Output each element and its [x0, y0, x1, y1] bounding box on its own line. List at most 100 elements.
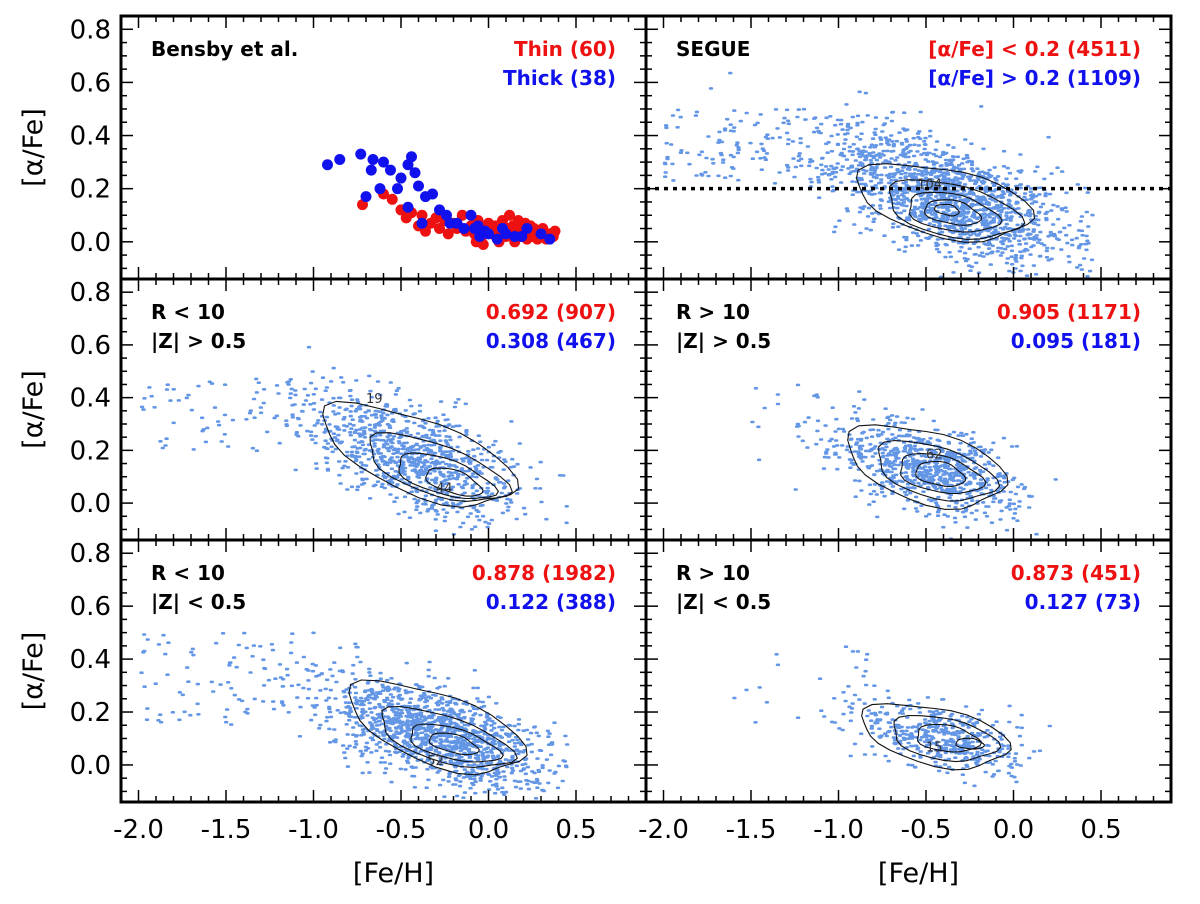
data-point: [402, 201, 414, 213]
contour-line: [428, 732, 480, 756]
y-tick-label: 0.8: [70, 539, 111, 569]
x-tick-label: 0.5: [555, 815, 596, 845]
data-point: [491, 233, 503, 245]
contour-label: 104: [917, 178, 942, 193]
y-tick-label: 0.0: [70, 489, 111, 519]
data-point: [355, 148, 367, 160]
panel-annotation: Bensby et al.: [151, 37, 298, 61]
contour-line: [955, 737, 985, 750]
panel-p1-data: [322, 148, 561, 250]
panel-p2-data: 104: [662, 71, 1095, 279]
data-point: [521, 223, 533, 235]
contour-line: [917, 723, 983, 753]
data-point: [500, 228, 512, 240]
data-point: [322, 159, 333, 171]
x-tick-label: -2.0: [113, 815, 164, 845]
y-tick-label: 0.8: [70, 278, 111, 308]
contour-label: 15: [926, 741, 943, 756]
contour-line: [889, 179, 1026, 240]
data-point: [434, 223, 445, 235]
data-point: [409, 167, 421, 179]
contour-line: [847, 424, 1009, 510]
data-point: [535, 228, 547, 240]
data-point: [416, 209, 428, 221]
contour-line: [369, 432, 513, 502]
x-tick-label: -1.5: [201, 815, 252, 845]
x-tick-label: -1.5: [726, 815, 777, 845]
y-tick-label: 0.4: [70, 122, 111, 152]
data-point: [416, 217, 428, 229]
y-tick-label: 0.8: [70, 15, 111, 45]
x-tick-label: -1.0: [288, 815, 339, 845]
contour-label: 62: [926, 447, 943, 462]
contour-line: [425, 467, 484, 497]
scatter-cloud: [139, 345, 569, 540]
panel-annotation: 0.905 (1171): [997, 300, 1141, 324]
y-tick-label: 0.2: [70, 698, 111, 728]
contour-line: [322, 400, 520, 508]
data-point: [413, 180, 424, 192]
data-point: [406, 151, 417, 163]
contour-label: 19: [366, 392, 383, 407]
panel-annotation: 0.127 (73): [1025, 590, 1141, 614]
panel-annotation: R < 10: [151, 561, 225, 585]
panel-annotation: 0.308 (467): [486, 329, 616, 353]
x-tick-label: 0.0: [993, 815, 1034, 845]
y-tick-label: 0.4: [70, 384, 111, 414]
y-tick-label: 0.0: [70, 228, 111, 258]
panel-annotation: 0.873 (451): [1011, 561, 1141, 585]
panel-p5-data: 52: [139, 631, 570, 800]
data-point: [365, 164, 377, 176]
contour-line: [861, 703, 1012, 771]
panel-p4-data: 62: [750, 383, 1058, 540]
panel-annotation: 0.878 (1982): [472, 561, 616, 585]
data-point: [360, 191, 372, 203]
x-tick-label: -2.0: [638, 815, 689, 845]
contour-line: [924, 199, 983, 226]
panel-annotation: 0.692 (907): [486, 300, 616, 324]
y-axis-title: [α/Fe]: [18, 370, 49, 449]
plot-frames-and-labels: 0.0 0.2 0.4 0.6 0.8 [α/Fe] Bensby et al. Thin (…: [18, 14, 1173, 889]
contour-line: [381, 705, 518, 769]
data-point: [483, 228, 494, 240]
x-tick-label: -0.5: [901, 815, 952, 845]
contour-label: 44: [436, 482, 453, 497]
panel-annotation: [α/Fe] < 0.2 (4511): [928, 37, 1141, 61]
data-point: [465, 209, 477, 221]
y-tick-label: 0.4: [70, 645, 111, 675]
y-tick-label: 0.6: [70, 592, 111, 622]
panel-frame: [644, 538, 1173, 804]
data-point: [392, 183, 403, 195]
y-axis-title: [α/Fe]: [18, 108, 49, 187]
contour-line: [900, 453, 987, 495]
data-point: [516, 230, 528, 242]
contour-line: [893, 714, 1002, 763]
panel-annotation: 0.095 (181): [1011, 329, 1141, 353]
data-point: [385, 164, 396, 176]
panel-annotation: Thick (38): [503, 66, 616, 90]
data-point: [334, 153, 346, 165]
data-point: [458, 223, 470, 235]
contour-line: [855, 163, 1036, 243]
panel-annotation: R < 10: [151, 300, 225, 324]
contour-line: [348, 679, 528, 776]
panel-annotation: Thin (60): [514, 37, 616, 61]
contour-label: 52: [427, 754, 444, 769]
panel-annotation: SEGUE: [676, 37, 750, 61]
data-point: [367, 153, 379, 165]
data-point: [549, 225, 561, 237]
y-tick-label: 0.2: [70, 175, 111, 205]
y-tick-label: 0.6: [70, 68, 111, 98]
data-point: [374, 183, 386, 195]
contour-line: [398, 452, 500, 500]
panel-annotation: 0.122 (388): [486, 590, 616, 614]
data-point: [544, 233, 556, 245]
data-point: [442, 228, 454, 240]
data-point: [504, 209, 515, 221]
data-point: [456, 209, 468, 221]
panel-annotation: |Z| < 0.5: [151, 590, 246, 614]
panel-annotation: |Z| < 0.5: [676, 590, 771, 614]
